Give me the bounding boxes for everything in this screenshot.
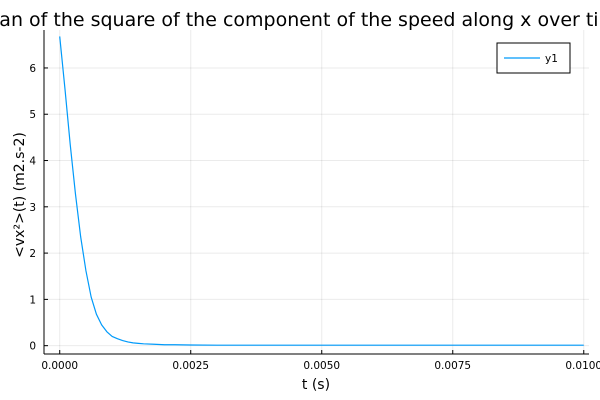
y-tick-label: 0 — [29, 341, 36, 353]
grid — [44, 30, 589, 354]
x-tick-label: 0.0050 — [303, 360, 340, 372]
x-axis-label: t (s) — [302, 377, 330, 393]
series-line-y1 — [59, 36, 584, 346]
axes — [43, 30, 589, 355]
y-tick-label: 3 — [29, 202, 36, 214]
y-tick-label: 6 — [29, 63, 36, 75]
legend-label-y1: y1 — [545, 53, 558, 65]
x-tick-label: 0.0100 — [565, 360, 600, 372]
x-tick-label: 0.0075 — [434, 360, 471, 372]
y-axis-label: <vx²>(t) (m2.s-2) — [12, 132, 28, 258]
legend: y1 — [496, 42, 571, 74]
y-tick-label: 5 — [29, 109, 36, 121]
y-tick-label: 4 — [29, 156, 36, 168]
ticks: 0.0000 0.0025 0.0050 0.0075 0.0100 0 1 2 3 4 5 6 — [29, 63, 600, 372]
chart-title: Mean of the square of the component of t… — [0, 9, 600, 31]
y-tick-label: 2 — [29, 248, 36, 260]
x-tick-label: 0.0000 — [41, 360, 78, 372]
x-tick-label: 0.0025 — [172, 360, 209, 372]
series-layer — [59, 36, 584, 346]
y-tick-label: 1 — [29, 294, 36, 306]
